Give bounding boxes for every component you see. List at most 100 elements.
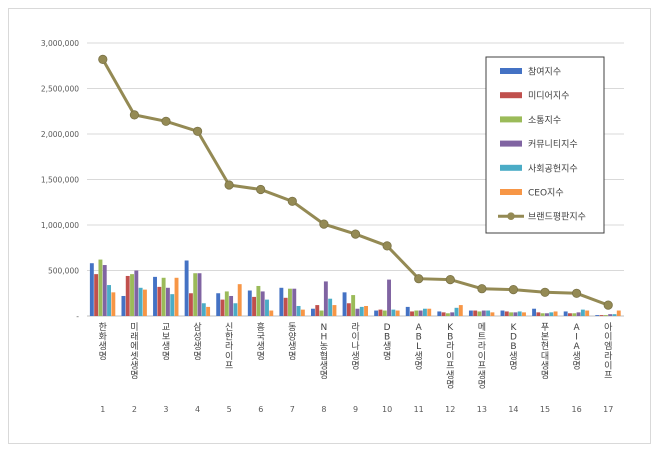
x-index-label: 7 xyxy=(290,405,295,414)
x-index-label: 12 xyxy=(445,405,455,414)
bar xyxy=(382,310,387,316)
brand-index-point xyxy=(445,274,455,285)
bar xyxy=(288,288,292,316)
bar xyxy=(445,313,450,316)
legend-label: 사회공헌지수 xyxy=(528,163,578,174)
bar xyxy=(252,296,257,316)
bar xyxy=(94,274,99,316)
bar xyxy=(121,295,126,316)
bar xyxy=(563,311,568,316)
bar xyxy=(612,314,617,316)
bar xyxy=(142,289,147,316)
x-index-label: 11 xyxy=(414,405,424,414)
bar xyxy=(89,263,94,316)
bar xyxy=(414,310,419,316)
bar xyxy=(260,291,265,316)
bar xyxy=(532,308,537,316)
legend-label: 소통지수 xyxy=(528,115,561,126)
y-tick-label: - xyxy=(76,312,79,321)
bar xyxy=(157,286,162,316)
bar xyxy=(98,259,103,316)
bar xyxy=(553,311,558,316)
bar xyxy=(311,308,315,316)
brand-index-point xyxy=(256,184,266,195)
bar xyxy=(265,299,269,316)
x-index-label: 8 xyxy=(321,405,326,414)
x-index-label: 17 xyxy=(603,405,613,414)
brand-index-point xyxy=(382,241,392,251)
y-tick-label: 2,500,000 xyxy=(41,85,79,94)
bar xyxy=(427,308,432,316)
x-index-label: 2 xyxy=(132,405,137,414)
x-index-label: 6 xyxy=(258,405,263,414)
bar xyxy=(490,312,495,316)
bar xyxy=(134,270,139,316)
bar xyxy=(450,312,455,316)
bar xyxy=(206,306,211,316)
legend-label: CEO지수 xyxy=(528,188,564,199)
bar xyxy=(111,292,116,316)
y-tick-label: 1,500,000 xyxy=(41,176,79,185)
bar xyxy=(364,305,368,316)
brand-index-point xyxy=(477,284,487,294)
bar xyxy=(441,312,446,316)
bar xyxy=(300,309,305,316)
bar xyxy=(328,298,333,316)
x-index-label: 1 xyxy=(100,405,105,414)
bar xyxy=(247,290,252,316)
bar xyxy=(458,305,463,316)
bar xyxy=(595,315,600,316)
bar xyxy=(283,297,288,316)
y-tick-label: 3,000,000 xyxy=(41,39,79,48)
bar xyxy=(513,312,518,316)
x-index-label: 15 xyxy=(540,405,550,414)
chart-frame: - 500,000 1,000,000 1,500,000 2,000,000 2,500… xyxy=(8,8,651,444)
bar xyxy=(522,312,526,316)
bar xyxy=(599,315,604,316)
bar xyxy=(374,310,379,316)
bar xyxy=(568,313,572,316)
bar xyxy=(540,313,545,316)
bar xyxy=(229,295,234,316)
bar xyxy=(585,310,590,316)
bar xyxy=(165,287,170,316)
bar xyxy=(201,303,206,316)
x-index-label: 5 xyxy=(227,405,232,414)
legend-swatch xyxy=(500,116,522,123)
bar xyxy=(517,311,522,316)
brand-index-point xyxy=(571,288,582,298)
bar xyxy=(418,310,423,316)
brand-index-point xyxy=(129,110,140,120)
brand-index-point xyxy=(98,54,108,65)
bar xyxy=(107,285,111,316)
brand-index-point xyxy=(508,284,518,295)
bar xyxy=(473,310,478,316)
bar xyxy=(572,313,577,316)
bar xyxy=(269,310,274,316)
x-axis-categories: 한 화 생 명 미 래 에 셋 생 명 교 보 생 명 삼 성 생 명 신 한 라 이 프 흥 국 생 명 동 양 생 명 N H 농 협 생 명 라 이 나… xyxy=(99,321,613,391)
bar xyxy=(477,311,482,316)
bar xyxy=(549,312,554,316)
bar xyxy=(125,275,130,316)
legend-marker xyxy=(507,212,515,220)
bar xyxy=(233,303,238,316)
brand-index-point xyxy=(414,274,424,284)
y-axis-ticks: - 500,000 1,000,000 1,500,000 2,000,000 2,500… xyxy=(41,39,79,321)
x-index-label: 9 xyxy=(353,405,358,414)
bar xyxy=(188,293,193,316)
bar xyxy=(224,291,229,316)
brand-reputation-chart: - 500,000 1,000,000 1,500,000 2,000,000 2,500… xyxy=(41,39,624,414)
bar xyxy=(359,306,364,316)
y-tick-label: 500,000 xyxy=(48,267,79,276)
x-index-label: 4 xyxy=(195,405,200,414)
bar xyxy=(315,305,320,316)
bar xyxy=(237,284,242,316)
